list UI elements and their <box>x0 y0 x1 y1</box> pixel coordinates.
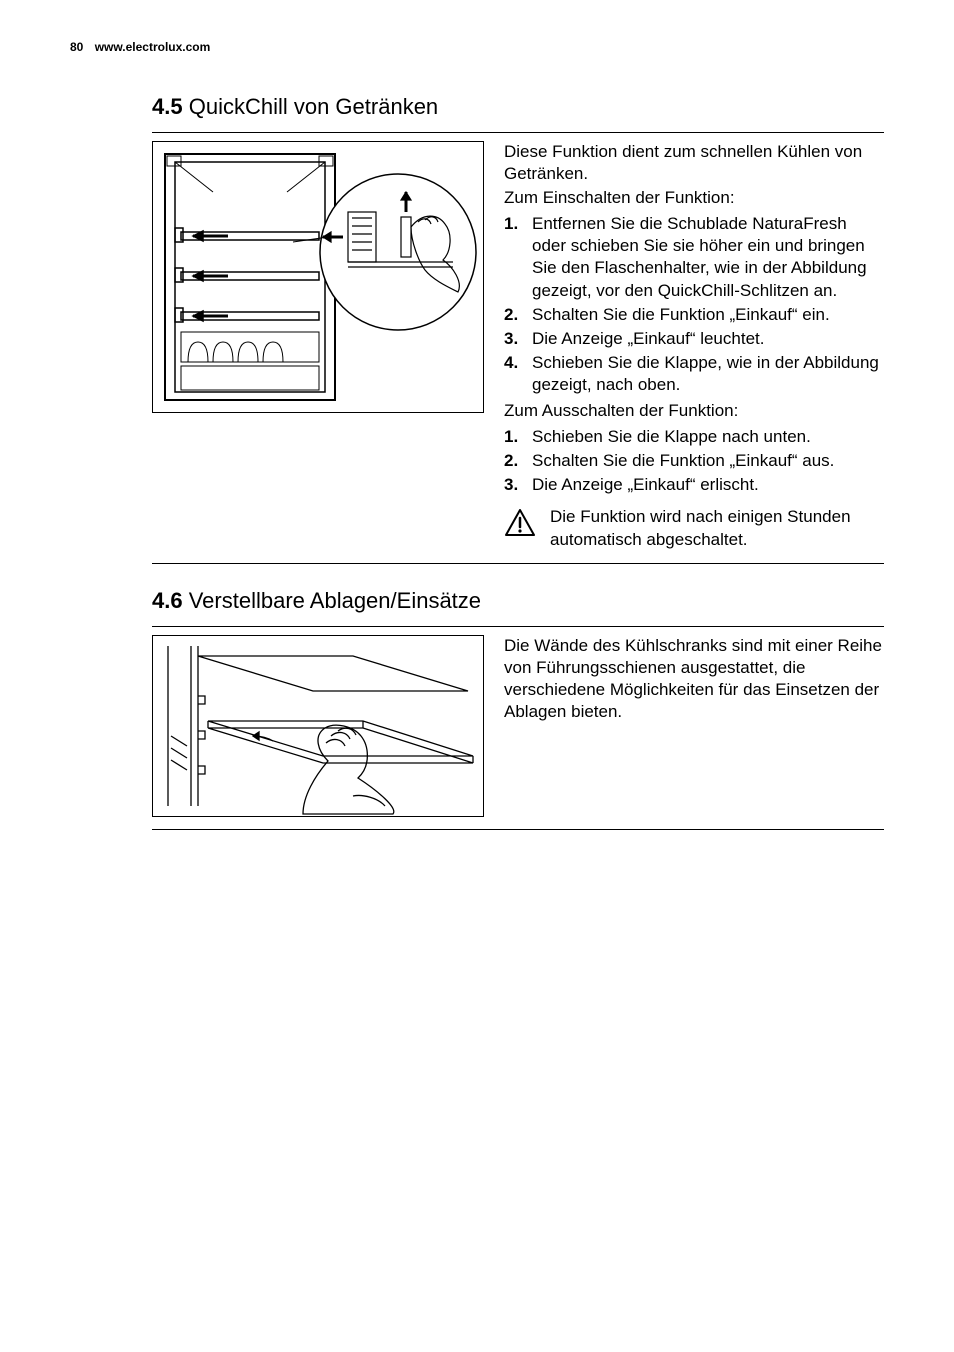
section-4-6-heading: Verstellbare Ablagen/Einsätze <box>189 588 481 613</box>
warning-text: Die Funktion wird nach einigen Stunden a… <box>550 506 884 550</box>
step-num: 2. <box>504 304 532 326</box>
step-num: 2. <box>504 450 532 472</box>
section-4-5-number: 4.5 <box>152 94 183 119</box>
on-steps-list: 1.Entfernen Sie die Schublade NaturaFres… <box>504 213 884 396</box>
section-4-6-rule <box>152 626 884 627</box>
section-4-6-rule-bottom <box>152 829 884 830</box>
step-num: 1. <box>504 426 532 448</box>
off-step: 2.Schalten Sie die Funktion „Einkauf“ au… <box>504 450 884 472</box>
step-text: Die Anzeige „Einkauf“ leuchtet. <box>532 328 884 350</box>
section-4-5-text: Diese Funktion dient zum schnellen Kühle… <box>504 141 884 551</box>
section-4-6-title: 4.6 Verstellbare Ablagen/Einsätze <box>70 588 884 614</box>
step-num: 3. <box>504 328 532 350</box>
section-4-6-number: 4.6 <box>152 588 183 613</box>
section-4-6: 4.6 Verstellbare Ablagen/Einsätze <box>70 588 884 830</box>
step-text: Schalten Sie die Funktion „Einkauf“ ein. <box>532 304 884 326</box>
on-step: 3.Die Anzeige „Einkauf“ leuchtet. <box>504 328 884 350</box>
header-url: www.electrolux.com <box>95 40 211 54</box>
section-4-6-paragraph: Die Wände des Kühlschranks sind mit eine… <box>504 635 884 723</box>
off-label: Zum Ausschalten der Funktion: <box>504 400 884 422</box>
step-text: Schalten Sie die Funktion „Einkauf“ aus. <box>532 450 884 472</box>
section-4-6-text: Die Wände des Kühlschranks sind mit eine… <box>504 635 884 725</box>
step-num: 1. <box>504 213 532 301</box>
off-steps-list: 1.Schieben Sie die Klappe nach unten. 2.… <box>504 426 884 496</box>
on-step: 4.Schieben Sie die Klappe, wie in der Ab… <box>504 352 884 396</box>
section-4-6-body: Die Wände des Kühlschranks sind mit eine… <box>70 635 884 817</box>
step-text: Entfernen Sie die Schublade NaturaFresh … <box>532 213 884 301</box>
section-4-5-rule <box>152 132 884 133</box>
step-text: Schieben Sie die Klappe, wie in der Abbi… <box>532 352 884 396</box>
off-step: 1.Schieben Sie die Klappe nach unten. <box>504 426 884 448</box>
step-num: 3. <box>504 474 532 496</box>
intro-1: Diese Funktion dient zum schnellen Kühle… <box>504 141 884 185</box>
figure-quickchill <box>152 141 484 413</box>
section-4-5-body: Diese Funktion dient zum schnellen Kühle… <box>70 141 884 551</box>
intro-2: Zum Einschalten der Funktion: <box>504 187 884 209</box>
section-4-5-title: 4.5 QuickChill von Getränken <box>70 94 884 120</box>
page-header: 80 www.electrolux.com <box>70 40 884 54</box>
section-4-5-heading: QuickChill von Getränken <box>189 94 438 119</box>
step-text: Schieben Sie die Klappe nach unten. <box>532 426 884 448</box>
section-4-5-rule-bottom <box>152 563 884 564</box>
page-number: 80 <box>70 40 83 54</box>
off-step: 3.Die Anzeige „Einkauf“ erlischt. <box>504 474 884 496</box>
warning-note: Die Funktion wird nach einigen Stunden a… <box>504 506 884 550</box>
step-text: Die Anzeige „Einkauf“ erlischt. <box>532 474 884 496</box>
on-step: 2.Schalten Sie die Funktion „Einkauf“ ei… <box>504 304 884 326</box>
section-4-5: 4.5 QuickChill von Getränken <box>70 94 884 564</box>
warning-icon <box>504 508 536 544</box>
step-num: 4. <box>504 352 532 396</box>
figure-shelves <box>152 635 484 817</box>
on-step: 1.Entfernen Sie die Schublade NaturaFres… <box>504 213 884 301</box>
